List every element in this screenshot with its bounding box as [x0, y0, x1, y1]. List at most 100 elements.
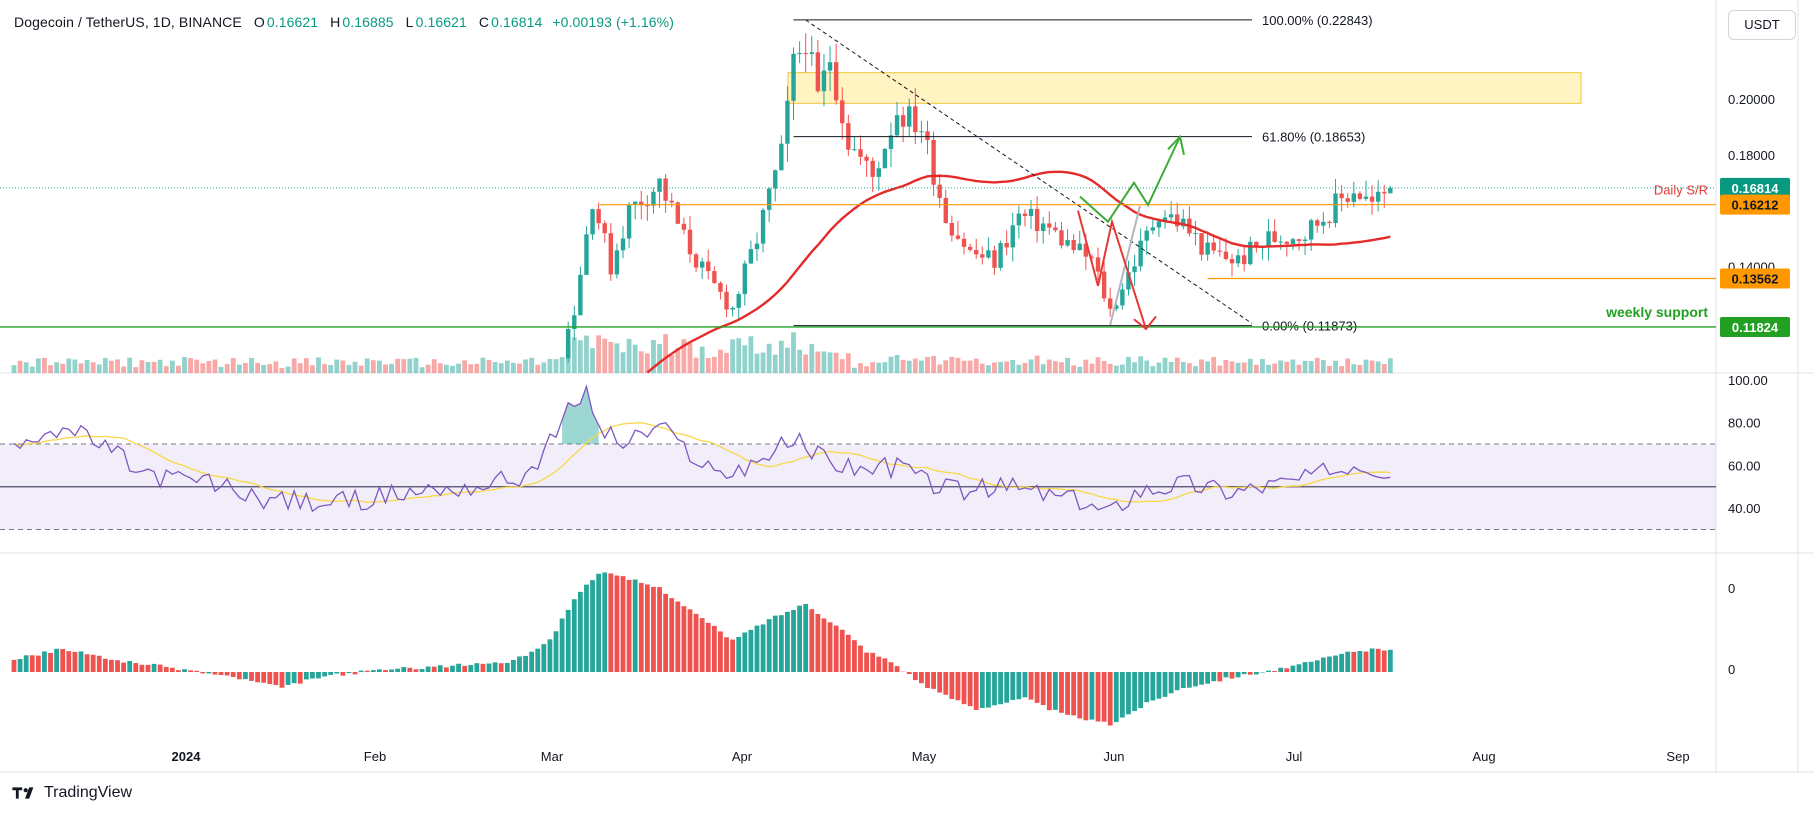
candle-body — [766, 188, 772, 210]
volume-bar — [35, 358, 41, 373]
volume-bar — [389, 363, 394, 373]
volume-bar — [249, 357, 254, 373]
candle — [584, 226, 589, 276]
ao-bar — [833, 625, 839, 672]
ao-bar — [815, 614, 821, 672]
candle-body — [852, 149, 857, 151]
ao-bar — [852, 640, 857, 672]
ao-bar — [1156, 672, 1162, 699]
ao-bar — [157, 664, 163, 672]
volume-bar — [84, 360, 90, 373]
ao-bar — [370, 670, 376, 672]
ao-bar — [1150, 672, 1156, 701]
ao-bar — [419, 669, 425, 672]
volume-bar — [1217, 365, 1223, 373]
volume-bar — [1296, 364, 1302, 373]
ao-bar — [340, 672, 346, 676]
volume-bar — [1345, 358, 1351, 373]
volume-bar — [1004, 361, 1010, 373]
candle-body — [632, 201, 638, 206]
candle-body — [1193, 233, 1198, 235]
candle-body — [1375, 191, 1381, 202]
ao-bar — [60, 649, 66, 672]
ao-bar — [839, 629, 845, 672]
candle-body — [1120, 289, 1125, 306]
volume-bar — [821, 351, 827, 373]
volume-bar — [1229, 361, 1235, 373]
candle-body — [1388, 187, 1393, 194]
ao-bar — [1302, 662, 1308, 672]
candle-body — [803, 53, 808, 55]
candle — [809, 35, 814, 67]
price-badge-value: 0.11824 — [1732, 320, 1779, 335]
ao-bar — [1052, 672, 1058, 710]
ao-bar — [17, 659, 23, 672]
volume-bar — [370, 360, 376, 373]
candle — [967, 243, 973, 252]
ao-bar — [937, 672, 943, 693]
candle — [864, 154, 869, 177]
volume-bar — [29, 366, 35, 373]
ao-bar — [602, 572, 608, 672]
ao-bar — [1180, 672, 1186, 689]
tradingview-brand[interactable]: TradingView — [12, 784, 132, 802]
volume-bar — [236, 364, 242, 373]
volume-bar — [1278, 360, 1284, 373]
candle-body — [742, 263, 747, 295]
ao-bar — [48, 653, 53, 672]
ao-bar — [297, 672, 303, 684]
volume-bar — [48, 365, 53, 373]
candle-body — [1248, 241, 1253, 265]
candle — [852, 136, 857, 151]
volume-bar — [383, 364, 388, 373]
candle-body — [1321, 221, 1326, 226]
candle — [602, 220, 607, 243]
rsi-tick-label: 60.00 — [1728, 458, 1761, 473]
candle — [1211, 233, 1216, 255]
symbol-title[interactable]: Dogecoin / TetherUS, 1D, BINANCE — [14, 14, 242, 30]
ao-bar — [96, 655, 102, 672]
candle-body — [1272, 231, 1277, 242]
candle-body — [1004, 243, 1009, 248]
currency-button[interactable]: USDT — [1728, 10, 1796, 40]
volume-bar — [669, 354, 675, 373]
ao-bar — [474, 663, 480, 672]
time-tick-label: Feb — [364, 749, 386, 764]
volume-bar — [937, 364, 943, 373]
volume-bar — [815, 351, 821, 373]
candle — [681, 217, 687, 235]
ao-bar — [188, 670, 194, 672]
candle — [1321, 212, 1326, 234]
volume-bar — [1016, 364, 1022, 373]
volume-bar — [888, 356, 894, 373]
ao-bar — [754, 625, 760, 672]
candle-body — [1284, 241, 1290, 244]
candle — [1266, 219, 1271, 261]
candle — [1156, 218, 1162, 237]
volume-bar — [711, 356, 717, 373]
candle-body — [894, 115, 900, 136]
ao-bar — [224, 672, 230, 676]
volume-bar — [651, 340, 656, 373]
volume-bar — [322, 364, 327, 373]
volume-bar — [687, 343, 693, 373]
candle-body — [907, 106, 912, 127]
ao-bar — [949, 672, 955, 699]
ao-bar — [559, 618, 565, 672]
ao-bar — [693, 613, 699, 672]
awesome-oscillator-panel: 00 — [11, 572, 1735, 726]
volume-bar — [1272, 363, 1278, 373]
volume-bar — [230, 358, 236, 373]
ao-bar — [1034, 672, 1040, 703]
volume-bar — [474, 363, 480, 373]
candle-body — [791, 53, 796, 101]
volume-bar — [949, 356, 955, 373]
ma-line — [646, 170, 1391, 374]
candle-body — [1174, 214, 1180, 227]
volume-bar — [590, 348, 595, 373]
volume-bar — [102, 357, 108, 373]
volume-bar — [864, 366, 869, 373]
volume-bar — [1107, 363, 1113, 373]
volume-bar — [1071, 365, 1077, 373]
